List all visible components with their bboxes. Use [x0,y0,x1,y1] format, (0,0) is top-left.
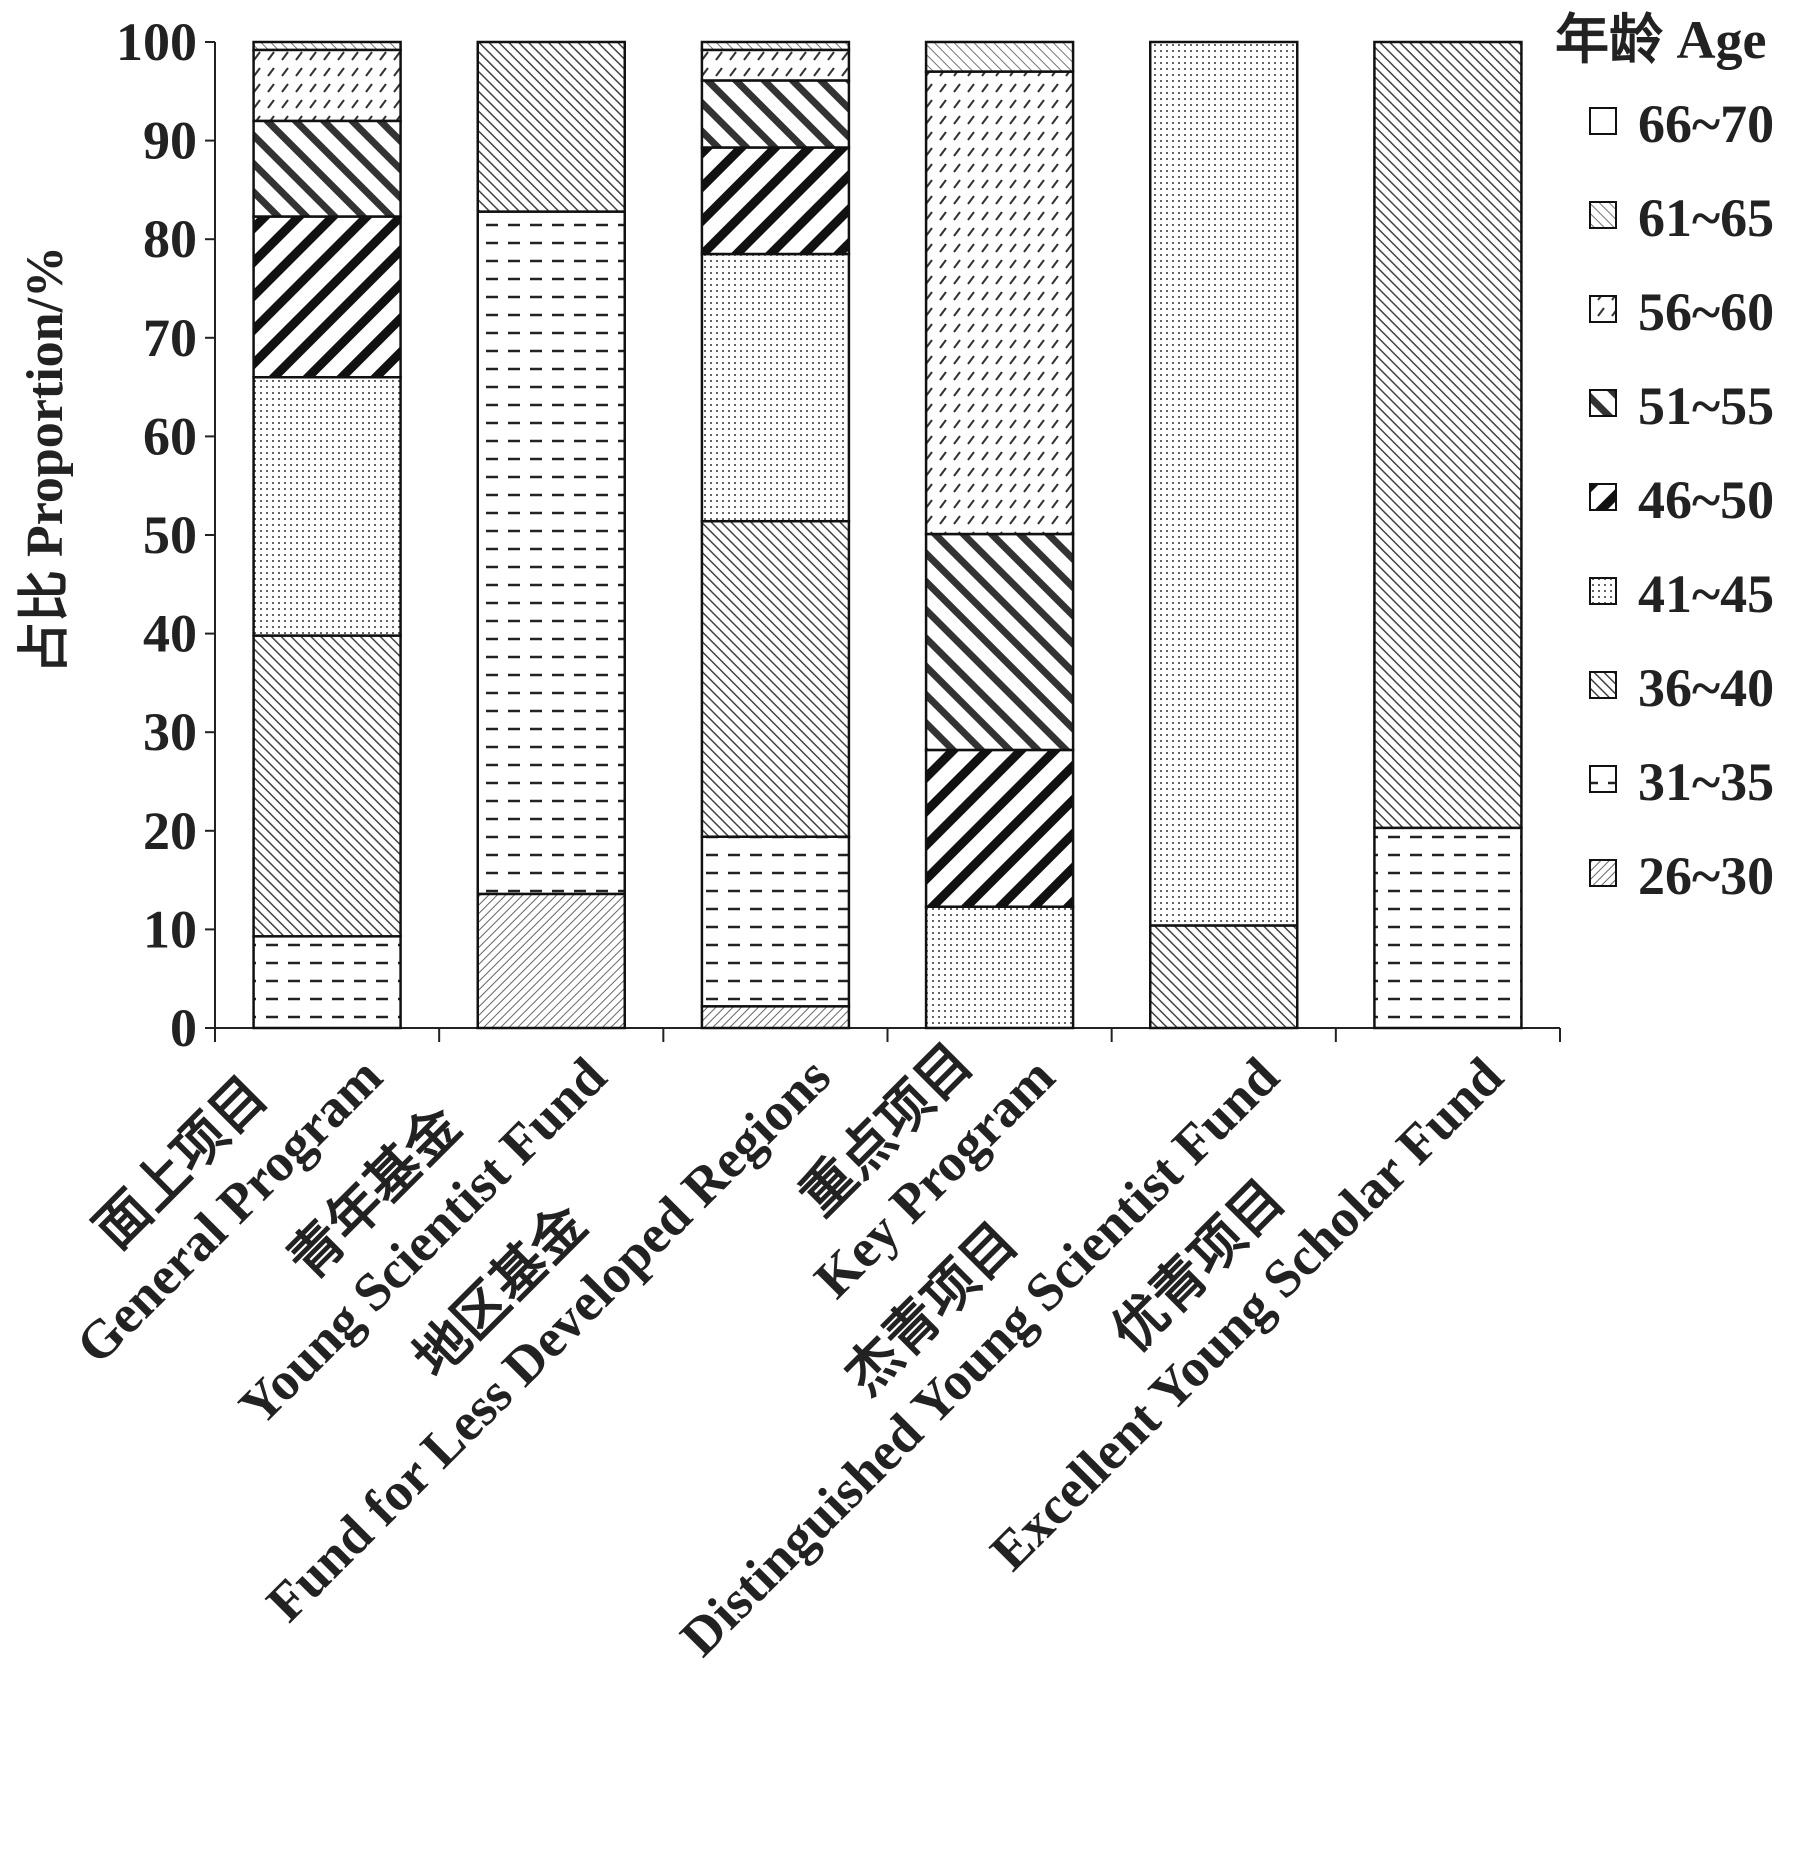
bar-segment-46-50 [700,146,851,256]
bar-segment-36-40 [700,519,851,838]
legend-item: 26~30 [1589,846,1774,906]
y-tick-label: 20 [143,801,197,861]
bar-segment-26-30 [700,1005,851,1030]
y-tick-label: 30 [143,702,197,762]
y-tick-label: 70 [143,308,197,368]
bar-segment-56-60 [252,48,402,123]
y-tick-label: 0 [170,998,197,1058]
bar-segment-46-50 [924,748,1075,908]
bar-segment-51-55 [700,79,851,149]
bar-segment-41-45 [1149,40,1299,927]
legend-label: 66~70 [1638,94,1774,154]
bar-segment-61-65 [700,40,851,52]
y-tick-label: 10 [143,899,197,959]
legend-label: 51~55 [1638,376,1774,436]
bar-segment-31-35 [252,935,402,1030]
legend-item: 46~50 [1589,470,1774,530]
legend: 年龄 Age 66~70 61~65 56~60 51~55 46~50 41~45 36~… [1555,10,1774,906]
legend-item: 31~35 [1589,752,1774,812]
bar-segment-31-35 [1373,826,1523,1030]
bar-segment-41-45 [924,905,1075,1030]
legend-label: 31~35 [1638,752,1774,812]
legend-item: 66~70 [1589,94,1774,154]
legend-title: 年龄 Age [1555,10,1766,70]
legend-label: 46~50 [1638,470,1774,530]
legend-swatch [1589,107,1617,135]
legend-label: 26~30 [1638,846,1774,906]
legend-item: 61~65 [1589,188,1774,248]
legend-label: 36~40 [1638,658,1774,718]
legend-swatch [1589,859,1617,887]
y-tick-label: 60 [143,406,197,466]
y-tick-label: 50 [143,505,197,565]
bar-segment-51-55 [924,532,1075,752]
legend-item: 56~60 [1589,282,1774,342]
bar-segment-61-65 [252,40,402,52]
bar-segment-36-40 [252,634,402,938]
bar-segment-56-60 [924,70,1075,536]
bar-segment-51-55 [252,119,402,218]
bar-segment-61-65 [924,40,1075,73]
y-axis-label: 占比 Proportion/% [16,246,74,674]
legend-item: 51~55 [1589,376,1774,436]
bar-segment-46-50 [252,215,402,379]
bar-segment-41-45 [252,375,402,637]
bars [252,40,1523,1030]
legend-swatch [1589,671,1617,699]
legend-swatch [1589,295,1617,323]
bar-segment-41-45 [700,252,851,523]
y-tick-label: 80 [143,209,197,269]
legend-swatch [1589,389,1617,417]
legend-label: 56~60 [1638,282,1774,342]
y-tick-label: 90 [143,111,197,171]
y-tick-label: 100 [116,12,197,72]
legend-swatch [1589,483,1617,511]
legend-swatch [1589,765,1617,793]
y-tick-label: 40 [143,604,197,664]
bar-segment-56-60 [700,48,851,82]
legend-label: 41~45 [1638,564,1774,624]
legend-label: 61~65 [1638,188,1774,248]
bar-segment-26-30 [476,892,626,1030]
bar-segment-36-40 [1149,924,1299,1030]
legend-item: 36~40 [1589,658,1774,718]
legend-swatch [1589,201,1617,229]
bar-segment-36-40 [476,40,626,213]
legend-item: 41~45 [1589,564,1774,624]
bar-segment-31-35 [700,835,851,1008]
axes: 0 10 20 30 40 50 60 70 80 90 100 [116,12,1561,1058]
legend-swatch [1589,577,1617,605]
bar-segment-36-40 [1373,40,1523,830]
bar-segment-31-35 [476,210,626,896]
